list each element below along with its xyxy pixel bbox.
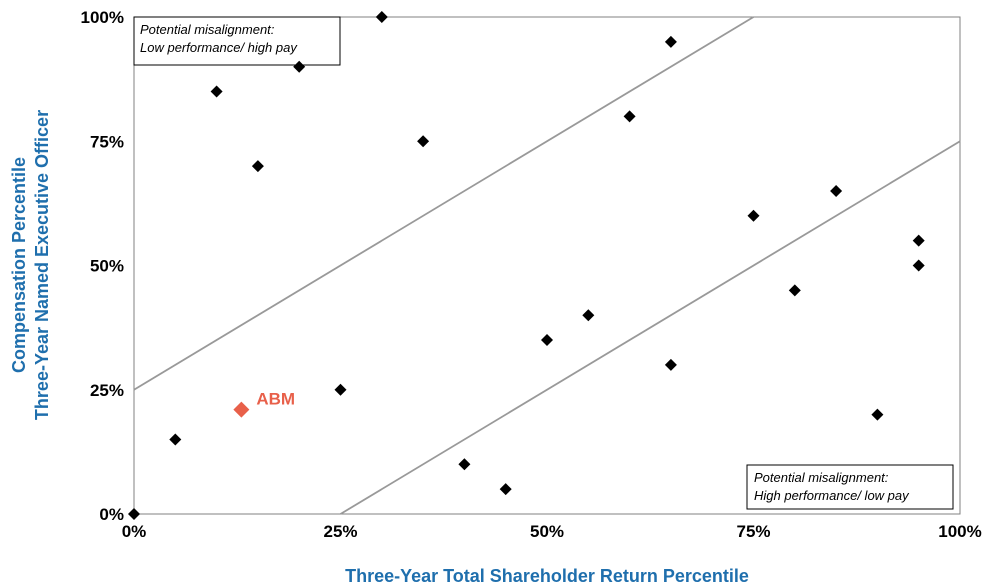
- reference-line-1: [133, 16, 754, 391]
- data-point: [582, 309, 595, 322]
- annotation-line: Potential misalignment:: [754, 470, 889, 485]
- data-point: [623, 110, 636, 123]
- data-point: [664, 35, 677, 48]
- data-point: [788, 284, 801, 297]
- x-axis-title: Three-Year Total Shareholder Return Perc…: [345, 566, 749, 586]
- annotation-bottom-right: Potential misalignment: High performance…: [746, 464, 954, 510]
- y-tick-label: 25%: [90, 381, 124, 400]
- data-point: [541, 334, 553, 347]
- reference-line-2: [340, 140, 961, 515]
- data-point: [293, 60, 306, 73]
- data-point: [458, 458, 471, 471]
- data-point: [499, 483, 512, 496]
- annotation-line: Potential misalignment:: [140, 22, 275, 37]
- highlight-point: [233, 401, 250, 418]
- annotation-line: High performance/ low pay: [754, 488, 910, 503]
- x-tick-label: 100%: [938, 522, 981, 541]
- plot-area: [133, 16, 961, 515]
- x-tick-label: 0%: [122, 522, 147, 541]
- data-point: [417, 135, 430, 148]
- data-point: [128, 508, 140, 520]
- data-point: [334, 383, 347, 396]
- annotation-box: [133, 16, 341, 66]
- annotation-box: [746, 464, 954, 510]
- y-tick-label: 100%: [81, 8, 124, 27]
- x-tick-label: 25%: [323, 522, 357, 541]
- x-tick-label: 50%: [530, 522, 564, 541]
- data-point: [830, 184, 843, 197]
- y-axis-title-line-2: Three-Year Named Executive Officer: [32, 110, 52, 420]
- y-tick-label: 75%: [90, 132, 124, 151]
- highlight-label: ABM: [256, 390, 295, 409]
- data-point: [747, 209, 760, 222]
- y-tick-label: 50%: [90, 257, 124, 276]
- data-point: [664, 358, 677, 371]
- data-point: [912, 234, 925, 247]
- x-tick-label: 75%: [736, 522, 770, 541]
- data-point: [210, 85, 223, 98]
- annotation-line: Low performance/ high pay: [140, 40, 298, 55]
- data-point: [375, 11, 388, 23]
- y-axis-title-line-1: Compensation Percentile: [9, 157, 29, 373]
- data-point: [912, 259, 925, 272]
- data-point: [169, 433, 182, 446]
- data-point: [871, 408, 884, 421]
- y-tick-label: 0%: [99, 505, 124, 524]
- annotation-top-left: Potential misalignment: Low performance/…: [133, 16, 341, 66]
- data-point: [251, 160, 264, 173]
